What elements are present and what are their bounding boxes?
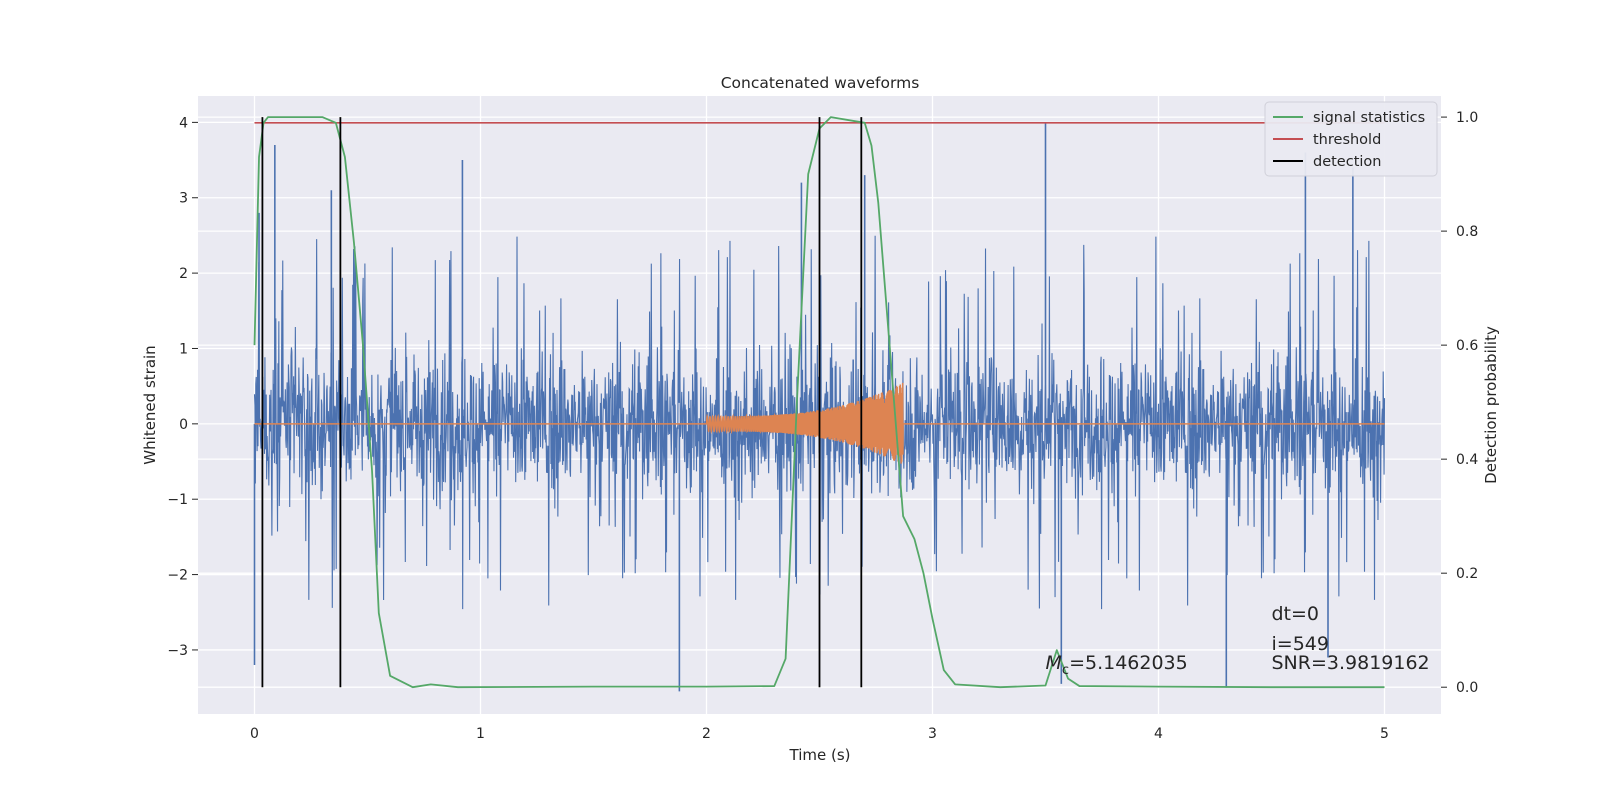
signal-statistics-series xyxy=(253,116,1385,689)
x-tick-label: 0 xyxy=(250,726,259,742)
x-tick-label: 4 xyxy=(1154,726,1163,742)
y-tick-label-left: −3 xyxy=(167,643,188,659)
x-tick-label: 5 xyxy=(1380,726,1389,742)
y-tick-label-left: 4 xyxy=(179,115,188,131)
legend: signal statistics threshold detection xyxy=(1264,101,1438,177)
plot-content xyxy=(253,116,1386,692)
annotation-0: dt=0 xyxy=(1272,603,1320,625)
x-tick-label: 2 xyxy=(702,726,711,742)
y-tick-label-left: −1 xyxy=(167,492,188,508)
y-tick-label-right: 0.6 xyxy=(1456,338,1478,354)
annotation-3: Mc=5.1462035 xyxy=(1046,652,1188,678)
injected-waveform-series xyxy=(254,382,1385,464)
y-tick-label-right: 0.4 xyxy=(1456,452,1478,468)
legend-label: threshold xyxy=(1313,132,1381,148)
chart-title: Concatenated waveforms xyxy=(721,74,920,92)
y-tick-label-right: 0.2 xyxy=(1456,566,1478,582)
annotation-2: SNR=3.9819162 xyxy=(1272,652,1430,674)
y-tick-label-right: 1.0 xyxy=(1456,110,1478,126)
y-tick-label-left: 1 xyxy=(179,341,188,357)
legend-label: detection xyxy=(1313,154,1381,170)
legend-frame xyxy=(1264,101,1438,177)
annotation-1: i=549 xyxy=(1272,633,1329,655)
y-axis-label-right: Detection probability xyxy=(1482,326,1500,484)
x-tick-label: 1 xyxy=(476,726,485,742)
x-axis-label: Time (s) xyxy=(789,746,851,764)
y-tick-label-right: 0.0 xyxy=(1456,680,1478,696)
legend-label: signal statistics xyxy=(1313,110,1425,126)
axes: 0 1 2 3 4 5 −3 −2 −1 0 1 2 3 4 0.0 0.2 0.4 0.6 0.8 1.0 xyxy=(167,110,1478,742)
y-tick-label-left: 3 xyxy=(179,191,188,207)
y-axis-label-left: Whitened strain xyxy=(141,345,159,464)
x-tick-label: 3 xyxy=(928,726,937,742)
y-tick-label-left: 0 xyxy=(179,417,188,433)
y-tick-label-right: 0.8 xyxy=(1456,224,1478,240)
y-tick-label-left: 2 xyxy=(179,266,188,282)
y-tick-label-left: −2 xyxy=(167,568,188,584)
